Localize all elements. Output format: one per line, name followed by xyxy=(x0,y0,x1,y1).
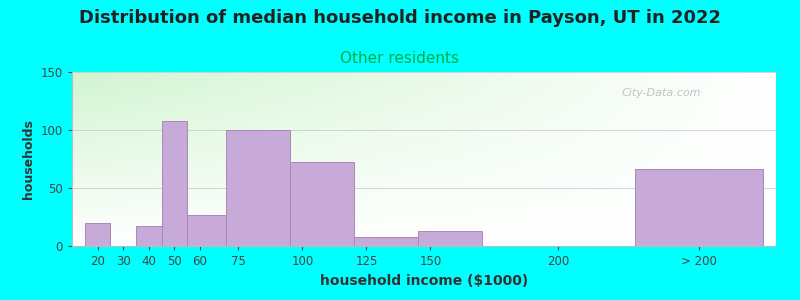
Bar xyxy=(136,226,162,246)
X-axis label: household income ($1000): household income ($1000) xyxy=(320,274,528,288)
Text: Other residents: Other residents xyxy=(341,51,459,66)
Bar xyxy=(418,231,482,246)
Bar xyxy=(85,223,110,246)
Bar xyxy=(162,121,187,246)
Bar xyxy=(290,163,354,246)
Bar xyxy=(354,237,418,246)
Bar xyxy=(187,215,226,246)
Y-axis label: households: households xyxy=(22,119,35,199)
Bar xyxy=(635,169,763,246)
Text: City-Data.com: City-Data.com xyxy=(621,88,701,98)
Bar xyxy=(226,130,290,246)
Text: Distribution of median household income in Payson, UT in 2022: Distribution of median household income … xyxy=(79,9,721,27)
